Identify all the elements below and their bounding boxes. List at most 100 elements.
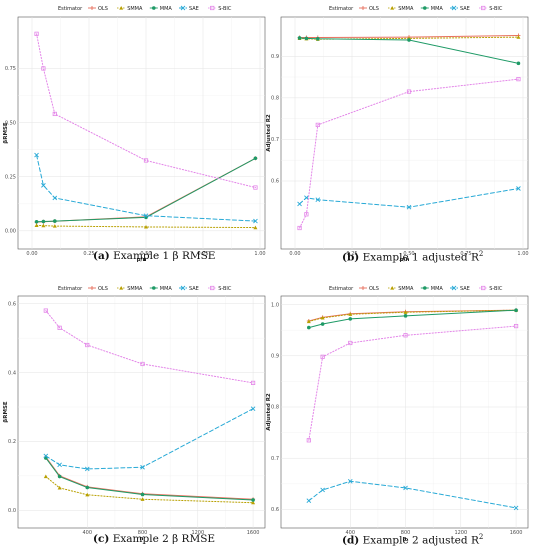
- data-point: [348, 317, 353, 321]
- x-tick-label: 0.00: [289, 251, 300, 257]
- caption-c: (c) Example 2 β RMSE: [93, 533, 216, 545]
- x-tick-label: 800: [138, 530, 148, 536]
- data-point: [306, 319, 311, 324]
- y-tick-label: 0.7: [271, 137, 279, 143]
- data-point: [516, 61, 521, 66]
- data-point: [41, 183, 46, 188]
- caption-b: (b) Example 1 adjusted R2: [342, 250, 484, 264]
- legend-label: MMA: [431, 6, 444, 12]
- legend: Estimator OLS SMMA MMA SAE S-BIC: [329, 285, 503, 292]
- data-point: [144, 224, 148, 229]
- chart-panel-2: 400 800 1200 1600 0.0 0.2 0.4 0.6 n βRMSE Estimato…: [3, 285, 266, 542]
- legend: Estimator OLS SMMA MMA SAE S-BIC: [329, 5, 503, 12]
- legend-label: SMMA: [127, 286, 143, 292]
- data-point: [253, 225, 258, 230]
- series-line: [308, 325, 517, 441]
- legend-key-marker: [423, 6, 427, 10]
- legend-title: Estimator: [58, 286, 83, 292]
- chart-panel-1: 0.00 0.25 0.50 0.75 1.00 0.6 0.7 0.8 0.9 p/n Adjus…: [266, 5, 529, 263]
- data-point: [43, 308, 48, 313]
- data-point: [320, 354, 325, 359]
- y-axis-label: Adjusted R2: [266, 393, 272, 431]
- series-sae: [34, 152, 258, 224]
- data-point: [53, 219, 57, 223]
- data-point: [34, 219, 39, 224]
- data-point: [306, 438, 311, 443]
- data-point: [307, 325, 311, 330]
- data-point: [320, 315, 325, 320]
- data-point: [403, 310, 408, 314]
- data-point: [85, 492, 90, 497]
- data-point: [406, 89, 412, 94]
- data-point: [297, 201, 302, 207]
- legend-label: S-BIC: [218, 6, 232, 12]
- x-axis-label: p/n: [137, 257, 147, 263]
- y-tick-label: 0.6: [8, 301, 16, 307]
- legend-key-marker: [152, 6, 156, 10]
- data-point: [403, 333, 408, 338]
- x-tick-label: 0.00: [26, 251, 37, 257]
- data-point: [41, 219, 46, 224]
- y-tick-label: 1.0: [271, 302, 279, 308]
- x-tick-label: 800: [401, 530, 411, 536]
- legend-key-marker: [90, 6, 94, 10]
- data-point: [315, 197, 321, 203]
- x-tick-label: 1200: [454, 530, 467, 536]
- series-smma: [34, 223, 258, 230]
- data-point: [34, 223, 39, 228]
- y-tick-label: 0.6: [271, 507, 279, 513]
- legend-key-marker: [361, 286, 365, 290]
- data-point: [85, 485, 90, 490]
- legend-title: Estimator: [329, 6, 354, 12]
- data-point: [407, 38, 411, 42]
- legend-key-marker: [210, 5, 215, 11]
- data-point: [516, 77, 521, 82]
- x-axis-label: n: [403, 536, 407, 542]
- chart-panel-0: 0.00 0.25 0.50 0.75 1.00 0.00 0.25 0.50 0.75 p/n β…: [3, 5, 266, 263]
- plot-frame: [17, 16, 266, 250]
- legend-key-marker: [390, 286, 395, 290]
- data-point: [251, 500, 256, 505]
- series-smma: [43, 474, 256, 505]
- series-line: [36, 33, 256, 189]
- data-point: [304, 195, 309, 200]
- data-point: [52, 195, 58, 201]
- legend-key-marker: [451, 5, 457, 11]
- series-mma: [307, 308, 518, 330]
- data-point: [516, 35, 521, 39]
- y-tick-label: 0.2: [8, 439, 16, 445]
- legend-key-marker: [481, 285, 486, 291]
- data-point: [348, 312, 353, 316]
- data-point: [304, 36, 309, 41]
- data-point: [57, 485, 62, 490]
- data-point: [41, 223, 46, 228]
- y-tick-label: 0.4: [8, 370, 16, 376]
- data-point: [513, 505, 519, 511]
- data-point: [304, 212, 309, 217]
- plot-frame: [280, 16, 529, 250]
- data-point: [514, 308, 518, 312]
- data-point: [85, 342, 90, 348]
- data-point: [316, 37, 320, 41]
- data-point: [34, 152, 39, 158]
- data-point: [297, 36, 302, 40]
- y-tick-label: 0.50: [5, 120, 16, 126]
- legend-key-marker: [423, 286, 427, 290]
- x-tick-label: 0.75: [460, 251, 471, 257]
- legend-key-marker: [152, 286, 156, 290]
- data-point: [347, 478, 353, 484]
- legend-key-marker: [361, 6, 365, 10]
- data-point: [320, 487, 325, 493]
- x-tick-label: 0.75: [197, 251, 208, 257]
- legend-label: SAE: [189, 286, 199, 292]
- x-axis-label: n: [140, 536, 144, 542]
- x-tick-label: 1600: [510, 530, 523, 536]
- legend: Estimator OLS SMMA MMA SAE S-BIC: [58, 285, 232, 292]
- legend-key-marker: [180, 5, 186, 11]
- data-point: [143, 158, 149, 163]
- legend-label: SAE: [189, 6, 199, 12]
- data-point: [57, 462, 62, 468]
- y-tick-label: 0.25: [5, 174, 16, 180]
- legend-label: SAE: [460, 6, 470, 12]
- x-tick-label: 0.25: [346, 251, 357, 257]
